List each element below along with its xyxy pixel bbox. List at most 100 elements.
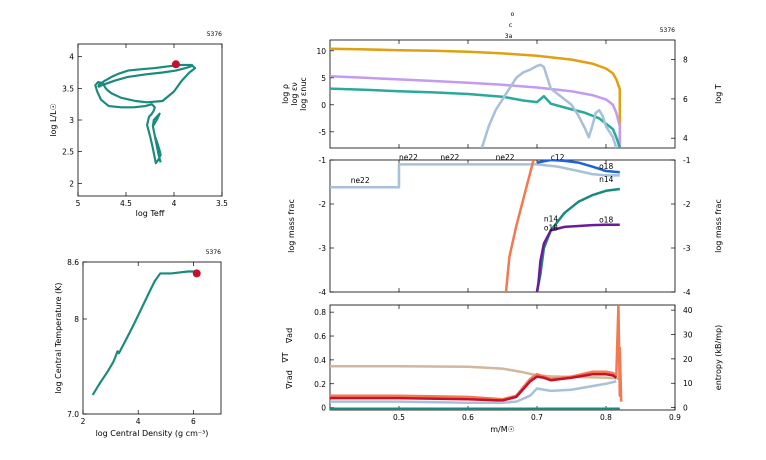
curve-label: o18 — [599, 162, 613, 171]
series-line — [535, 187, 620, 292]
series-line — [504, 160, 535, 292]
x-tick-label: 6 — [191, 417, 196, 426]
y-tick-label: -4 — [319, 288, 327, 297]
plot-frame — [329, 159, 676, 293]
series-line — [330, 47, 622, 148]
chart-profile_bot: 0.5 0.6 0.7 0.8 0.900.20.40.60.8010203040m/M… — [281, 304, 723, 434]
x-tick-label: 2 — [81, 417, 86, 426]
side-label: log εnuc — [299, 77, 308, 111]
curve-label: c12 — [551, 153, 565, 162]
curve-label: ne22 — [351, 176, 370, 185]
series-line — [536, 160, 620, 174]
corner-label: 5376 — [660, 27, 675, 34]
y-tick-label: 2 — [69, 179, 74, 188]
y-tick-label: 0.2 — [314, 380, 326, 389]
curve-label: n14 — [544, 215, 559, 224]
y-tick-label: -5 — [319, 128, 327, 137]
y-tick-label: 0.8 — [314, 308, 326, 317]
y-tick-label: 8 — [74, 315, 79, 324]
series-line — [330, 305, 623, 402]
chart-rho_t: 2 4 6 7.0 8 8.6 log Central Density (g cm⁻³) lo… — [54, 249, 222, 438]
x-tick-label: 0.6 — [462, 413, 474, 422]
y-tick-label-right: -4 — [683, 288, 691, 297]
side-label: ∇T — [281, 352, 290, 363]
y-tick-label: -2 — [319, 200, 327, 209]
y-tick-label-right: 40 — [683, 306, 693, 315]
current-point-marker — [192, 269, 201, 278]
y-tick-label: 10 — [316, 47, 326, 56]
y-tick-label-right: 4 — [683, 134, 688, 143]
y-tick-label: 8.6 — [67, 258, 79, 267]
y-axis-label: log Central Temperature (K) — [54, 282, 63, 393]
y-tick-label: 0 — [321, 404, 326, 413]
y-tick-label-right: 20 — [683, 355, 693, 364]
corner-label: 5376 — [206, 249, 221, 256]
y-tick-label-right: -3 — [683, 244, 691, 253]
series-line — [330, 380, 617, 405]
curve-label: ne22 — [399, 153, 418, 162]
series-line — [330, 163, 620, 189]
series-line — [480, 63, 618, 148]
chart-profile_top: -5 0 5 10 4 6 8 5376 oc 3a log ρ log εν log εnuc log … — [281, 11, 723, 149]
y-tick-label-right: 30 — [683, 330, 693, 339]
x-tick-label: 4 — [172, 199, 177, 208]
title-line: c — [509, 22, 512, 29]
chart-profile_mid: -1 -1 -2 -2 -3 -3 -4 -4 log mass frac log mass fr… — [287, 153, 723, 297]
y-tick-label: 5 — [321, 74, 326, 83]
curve-label: n14 — [599, 175, 614, 184]
chart-hr: 5 4.5 4 3.5 2 2.5 3 3.5 4 log Teff log L/L☉ 5376 — [49, 31, 228, 218]
x-tick-label: 5 — [76, 199, 81, 208]
y-axis-label-right: entropy (kB/mp) — [714, 325, 723, 390]
series-line — [97, 64, 194, 89]
x-tick-label: 0.9 — [669, 413, 681, 422]
y-tick-label: 3.5 — [62, 84, 74, 93]
y-tick-label-right: 6 — [683, 95, 688, 104]
y-axis-label: log L/L☉ — [49, 103, 58, 137]
curve-label: o18 — [544, 223, 558, 232]
series-line — [330, 372, 618, 402]
y-tick-label: -1 — [319, 156, 327, 165]
side-label: log εν — [290, 82, 299, 106]
series-line — [94, 63, 197, 165]
x-axis-label: log Central Density (g cm⁻³) — [96, 429, 209, 438]
y-tick-label-right: -1 — [683, 156, 691, 165]
side-label-right: log T — [714, 84, 723, 104]
plot-frame — [77, 43, 223, 197]
y-tick-label-right: 8 — [683, 56, 688, 65]
side-label: ∇rad — [285, 370, 294, 390]
y-tick-label: 0.6 — [314, 332, 326, 341]
side-label: log ρ — [281, 84, 290, 104]
series-line — [535, 223, 620, 292]
x-tick-label: 0.5 — [393, 413, 405, 422]
curve-label: o18 — [599, 215, 613, 224]
curve-label: ne22 — [496, 153, 515, 162]
x-tick-label: 4.5 — [120, 199, 132, 208]
y-axis-label: log mass frac — [287, 199, 296, 253]
title-line: o — [511, 11, 515, 18]
y-tick-label-right: -2 — [683, 200, 691, 209]
y-tick-label: 4 — [69, 53, 74, 62]
y-tick-label: -3 — [319, 244, 327, 253]
x-tick-label: 0.8 — [600, 413, 612, 422]
y-tick-label: 3 — [69, 116, 74, 125]
side-label: ∇ad — [285, 328, 294, 344]
corner-label: 5376 — [207, 31, 222, 38]
x-axis-label: log Teff — [136, 209, 165, 218]
plot-frame — [82, 261, 222, 415]
y-axis-label-right: log mass frac — [714, 199, 723, 253]
x-tick-label: 3.5 — [216, 199, 228, 208]
curve-label: ne22 — [440, 153, 459, 162]
y-tick-label: 0.4 — [314, 356, 326, 365]
series-line — [91, 270, 197, 396]
y-tick-label: 2.5 — [62, 148, 74, 157]
x-axis-label: m/M☉ — [490, 425, 515, 434]
y-tick-label-right: 10 — [683, 379, 693, 388]
y-tick-label-right: 0 — [683, 404, 688, 413]
series-line — [330, 87, 621, 148]
x-tick-label: 0.7 — [531, 413, 543, 422]
y-tick-label: 7.0 — [67, 410, 79, 419]
plot-frame — [329, 304, 676, 411]
y-tick-label: 0 — [321, 101, 326, 110]
series-line — [330, 74, 622, 148]
